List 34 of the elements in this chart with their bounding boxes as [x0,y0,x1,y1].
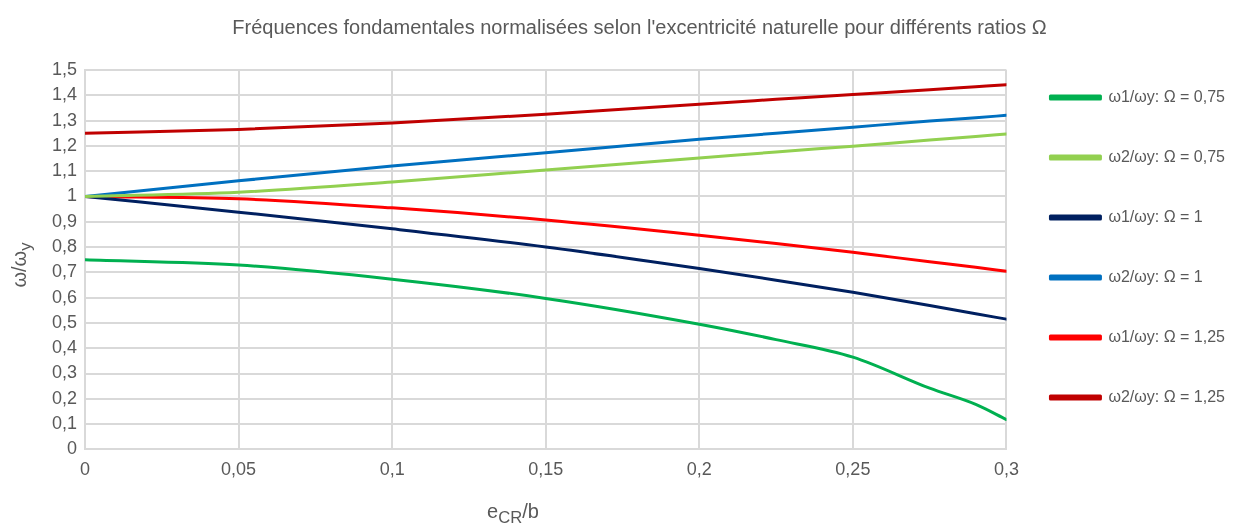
x-tick-label: 0 [80,459,91,480]
y-tick-label: 0,7 [51,261,78,282]
line-series [85,132,1007,198]
y-tick-label: 0,6 [51,286,78,307]
legend-label: ω2/ωy: Ω = 0,75 [1108,147,1226,165]
legend-label: ω1/ωy: Ω = 1 [1108,207,1203,225]
x-tick-label: 0,05 [221,459,257,480]
y-tick-label: 0,9 [51,210,78,231]
y-tick-label: 0,4 [51,337,78,358]
x-axis-title: e$_{CR}$/b [487,500,539,528]
y-tick-label: 1,3 [51,109,78,130]
y-tick-label: 0,1 [51,413,78,434]
y-tick-label: 0,5 [51,311,78,332]
y-tick-label: 1,2 [51,134,78,155]
y-tick-label: 0,8 [51,236,78,257]
legend-label: ω2/ωy: Ω = 1,25 [1108,387,1226,405]
legend-label: ω1/ωy: Ω = 1,25 [1108,327,1226,345]
legend-label: ω1/ωy: Ω = 0,75 [1108,87,1226,105]
x-tick-label: 0,25 [835,459,871,480]
line-series [85,258,1007,422]
y-tick-label: 1 [67,185,78,206]
legend-label: ω2/ωy: Ω = 1 [1108,267,1203,285]
y-tick-label: 1,5 [51,58,78,79]
x-tick-label: 0,1 [379,459,405,480]
y-tick-label: 0,2 [51,387,78,408]
y-tick-label: 0,3 [51,362,78,383]
x-tick-label: 0,15 [528,459,564,480]
y-tick-label: 1,1 [51,160,78,181]
y-tick-label: 0 [67,438,78,459]
x-tick-label: 0,3 [993,459,1019,480]
y-tick-label: 1,4 [51,84,78,105]
x-tick-label: 0,2 [686,459,712,480]
chart-title: Fréquences fondamentales normalisées selon l'excentricité naturelle pour différents ratios Ω [232,15,1047,38]
line-series [85,83,1007,135]
